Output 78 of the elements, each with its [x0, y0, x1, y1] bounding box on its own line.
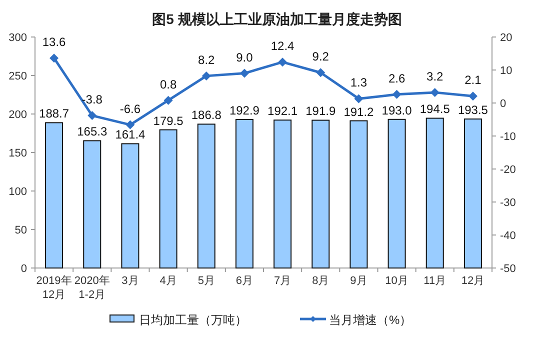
bar	[159, 129, 178, 268]
x-tick-label: 7月	[274, 275, 292, 287]
data-label: 13.6	[42, 35, 66, 50]
y2-tick-label: 0	[500, 98, 506, 110]
legend-label: 日均加工量（万吨）	[139, 313, 247, 327]
y2-tick-label: -50	[500, 263, 516, 275]
x-tick-label: 11月	[424, 275, 446, 287]
y-tick-label: 100	[8, 186, 27, 198]
y2-tick-label: 20	[500, 32, 512, 44]
y-tick-label: 300	[8, 32, 27, 44]
data-label: 2.1	[464, 73, 482, 88]
point	[126, 120, 135, 130]
bar	[388, 118, 406, 268]
y2-tick-label: -10	[500, 131, 516, 143]
data-label: 188.7	[39, 106, 70, 121]
y-tick-label: 250	[8, 70, 27, 82]
bar	[235, 118, 254, 268]
data-label: 191.2	[344, 104, 374, 119]
point	[392, 90, 402, 99]
point	[50, 54, 59, 63]
data-label: 186.8	[191, 108, 222, 122]
data-label: 0.8	[160, 77, 177, 92]
point	[468, 92, 478, 101]
x-tick-label: 8月	[312, 275, 330, 287]
legend-label: 当月增速（%）	[329, 313, 412, 327]
point	[202, 71, 211, 80]
y2-tick-label: -40	[500, 230, 516, 242]
x-tick-label: 2020年 1-2月	[74, 275, 110, 301]
data-label: 8.2	[198, 52, 216, 67]
bar	[121, 143, 140, 268]
data-label: 161.4	[115, 128, 146, 142]
data-label: 193.0	[382, 103, 412, 118]
point	[430, 88, 440, 97]
x-tick-label: 5月	[198, 275, 215, 287]
x-tick-label: 6月	[236, 275, 254, 287]
point	[240, 68, 249, 78]
data-label: 193.5	[458, 103, 488, 118]
data-label: 191.9	[306, 104, 336, 118]
point	[88, 111, 97, 120]
bar	[312, 120, 330, 268]
x-tick-label: 3月	[122, 275, 139, 287]
x-tick-label: 2019年 12月	[36, 275, 72, 301]
y-tick-label: 150	[8, 148, 27, 160]
bar	[274, 120, 292, 268]
point	[354, 94, 364, 104]
y-tick-label: 200	[8, 109, 27, 121]
bar	[426, 118, 444, 268]
data-label: 194.5	[420, 102, 450, 116]
data-label: 192.1	[268, 104, 298, 118]
data-label: 12.4	[270, 39, 295, 54]
data-label: -6.6	[120, 102, 141, 116]
y-tick-label: 0	[20, 263, 27, 275]
x-tick-label: 12月	[461, 275, 485, 287]
bar	[45, 122, 64, 268]
point	[278, 58, 288, 67]
y2-tick-label: -20	[500, 164, 516, 176]
data-label: 1.3	[350, 76, 368, 90]
bar	[464, 118, 482, 268]
data-label: 179.5	[153, 114, 184, 128]
bar	[83, 140, 102, 268]
data-label: 3.2	[426, 69, 444, 84]
x-tick-label: 10月	[385, 275, 408, 287]
data-label: 192.9	[229, 103, 260, 118]
y2-tick-label: 10	[500, 65, 512, 77]
data-label: 9.2	[312, 50, 330, 64]
x-tick-label: 9月	[350, 275, 368, 287]
data-label: 9.0	[236, 50, 254, 64]
bar	[350, 120, 368, 268]
chart-title: 图5 规模以上工业原油加工量月度走势图	[152, 11, 402, 27]
bar	[197, 124, 216, 268]
y-tick-label: 50	[14, 224, 27, 236]
point	[316, 68, 326, 78]
data-label: 165.3	[77, 124, 108, 139]
data-label: -3.8	[82, 92, 103, 107]
x-tick-label: 4月	[160, 275, 177, 287]
y2-tick-label: -30	[500, 197, 516, 209]
data-label: 2.6	[388, 71, 406, 86]
point	[164, 96, 173, 105]
